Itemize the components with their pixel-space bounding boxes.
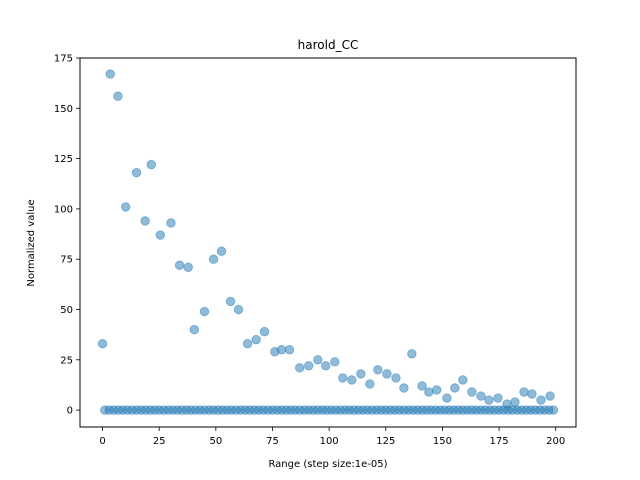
data-point (458, 375, 468, 385)
data-point (183, 262, 193, 272)
data-point (146, 159, 156, 170)
data-point (548, 405, 559, 415)
data-point (120, 202, 131, 212)
data-point (233, 304, 244, 315)
data-point (432, 385, 442, 395)
data-point (304, 361, 314, 371)
y-tick-label: 175 (54, 54, 73, 65)
data-point (417, 381, 427, 391)
data-point (225, 296, 236, 307)
data-points (97, 69, 559, 415)
data-point (330, 357, 340, 367)
data-point (510, 397, 520, 407)
x-tick-label: 100 (320, 436, 339, 447)
data-point (424, 387, 434, 397)
x-tick-label: 150 (433, 436, 452, 447)
data-point (399, 383, 409, 393)
data-point (251, 334, 261, 345)
y-tick-label: 125 (54, 154, 73, 165)
data-point (321, 361, 331, 371)
data-point (131, 167, 142, 178)
data-point (199, 306, 210, 317)
x-tick-label: 50 (209, 436, 222, 447)
x-tick-label: 75 (266, 436, 279, 447)
data-point (373, 365, 383, 375)
data-point (484, 395, 494, 405)
data-point (284, 345, 295, 355)
data-point (166, 218, 176, 228)
axis-ticks: 0 25 50 75 100 125 150 175 200 0 25 50 75 100 125 150 17… (54, 54, 565, 448)
data-point (338, 373, 348, 383)
data-point (467, 387, 477, 397)
data-point (113, 91, 123, 101)
data-point (155, 230, 166, 240)
data-point (97, 339, 108, 349)
data-point (442, 393, 452, 403)
chart-title: harold_CC (298, 38, 359, 52)
data-point (347, 375, 357, 385)
data-point (391, 373, 401, 383)
data-point (259, 326, 270, 337)
data-point (242, 339, 253, 349)
data-point (365, 379, 375, 389)
data-point (407, 349, 417, 359)
x-tick-label: 25 (153, 436, 166, 447)
y-tick-label: 50 (60, 305, 73, 316)
data-point (450, 383, 460, 393)
data-point (493, 393, 503, 403)
data-point (105, 69, 115, 79)
plot-frame (79, 57, 577, 428)
data-point (313, 355, 323, 365)
y-tick-label: 75 (60, 255, 73, 266)
data-point (527, 389, 537, 399)
data-point (189, 324, 200, 335)
y-tick-label: 0 (67, 406, 73, 417)
x-axis-label: Range (step size:1e-05) (268, 459, 387, 470)
data-point (140, 216, 150, 226)
y-tick-label: 25 (60, 355, 73, 366)
data-point (174, 260, 185, 270)
data-point (545, 391, 555, 401)
data-point (519, 387, 529, 397)
data-point (216, 246, 227, 256)
y-axis-label: Normalized value (26, 199, 37, 286)
y-tick-label: 150 (54, 104, 73, 115)
x-tick-label: 0 (99, 436, 105, 447)
x-tick-label: 175 (490, 436, 509, 447)
data-point (276, 345, 287, 355)
data-point (536, 395, 546, 405)
x-tick-label: 200 (546, 436, 565, 447)
data-point (382, 369, 392, 379)
y-tick-label: 100 (54, 204, 73, 215)
data-point (356, 369, 366, 379)
data-point (294, 363, 305, 373)
data-point (476, 391, 486, 401)
x-tick-label: 125 (376, 436, 395, 447)
data-point (208, 254, 219, 264)
